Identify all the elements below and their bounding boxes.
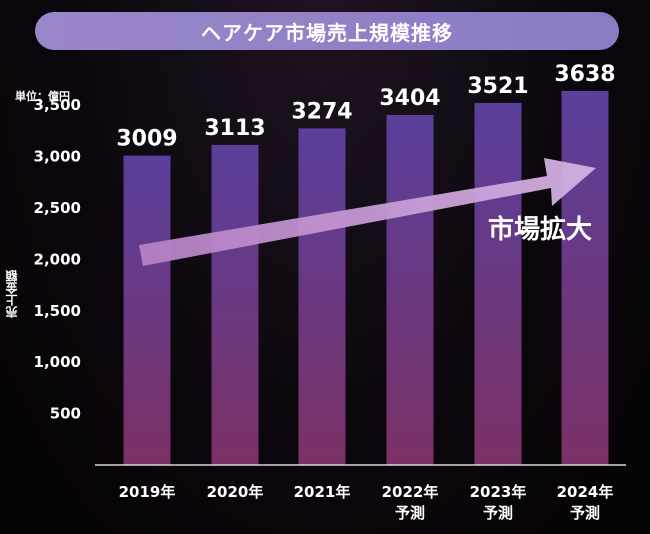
- y-tick-label-4: 2,500: [34, 199, 81, 217]
- category-label-1: 2020年: [207, 483, 264, 501]
- bar-2: [298, 128, 346, 465]
- value-label-3: 3404: [379, 86, 440, 111]
- y-tick-label-6: 3,500: [34, 96, 81, 114]
- bar-5: [561, 90, 609, 466]
- category-label-0: 2019年: [119, 483, 176, 501]
- value-label-0: 3009: [116, 127, 177, 152]
- y-tick-label-1: 1,000: [34, 353, 81, 371]
- bar-3: [386, 114, 434, 466]
- y-tick-label-5: 3,000: [34, 148, 81, 166]
- value-label-5: 3638: [554, 62, 615, 87]
- value-label-4: 3521: [467, 74, 528, 99]
- value-label-2: 3274: [291, 99, 352, 124]
- category-label-4: 2023年予測: [470, 483, 527, 522]
- value-label-1: 3113: [204, 116, 265, 141]
- bar-4: [474, 102, 522, 466]
- bar-0: [123, 155, 171, 465]
- market-expansion-annotation: 市場拡大: [488, 214, 592, 245]
- chart-title: ヘアケア市場売上規模推移: [35, 12, 619, 50]
- y-tick-label-0: 500: [50, 405, 81, 423]
- category-label-2: 2021年: [294, 483, 351, 501]
- category-label-3: 2022年予測: [382, 483, 439, 522]
- category-label-5: 2024年予測: [557, 483, 614, 522]
- y-tick-label-2: 1,500: [34, 302, 81, 320]
- bar-1: [211, 144, 259, 465]
- trend-arrow: [139, 158, 596, 266]
- unit-label: 単位：億円: [15, 90, 70, 103]
- y-tick-label-3: 2,000: [34, 250, 81, 268]
